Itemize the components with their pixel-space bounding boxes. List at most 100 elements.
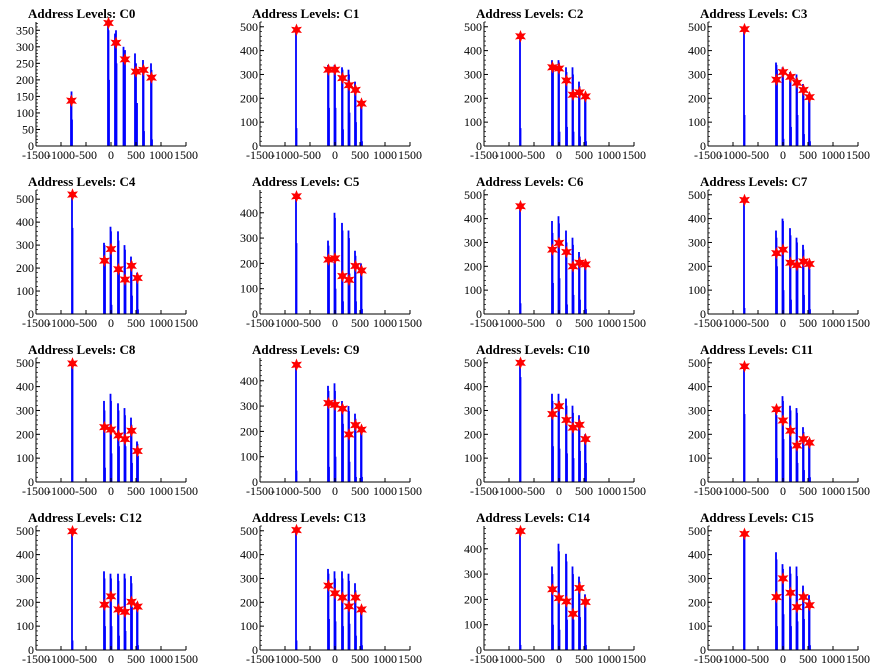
bar xyxy=(578,86,581,146)
bar xyxy=(130,261,133,314)
bar xyxy=(360,103,363,146)
x-tick-label: -1500 xyxy=(22,484,50,498)
peak-marker xyxy=(356,603,367,616)
bar xyxy=(334,456,337,482)
bar xyxy=(143,131,145,146)
bar xyxy=(348,580,350,650)
bar xyxy=(790,446,792,482)
peak-marker xyxy=(343,600,355,613)
chart-title: Address Levels: C0 xyxy=(28,6,135,21)
peak-marker xyxy=(561,595,572,608)
bar xyxy=(802,88,805,146)
peak-marker xyxy=(739,527,750,541)
x-tick-label: 1000 xyxy=(149,652,173,666)
x-tick-label: -1500 xyxy=(22,652,50,666)
peak-marker xyxy=(553,591,565,605)
peak-marker xyxy=(337,71,348,85)
peak-marker xyxy=(99,254,110,268)
peak-marker xyxy=(804,598,815,612)
peak-marker xyxy=(103,16,114,30)
x-tick-label: -1000 xyxy=(271,484,299,498)
x-tick-label: 1000 xyxy=(821,652,845,666)
bar xyxy=(117,410,120,482)
peak-marker xyxy=(798,255,809,268)
bar xyxy=(579,299,581,314)
bar xyxy=(328,107,330,146)
peak-marker xyxy=(356,97,367,110)
x-tick-label: 0 xyxy=(332,484,338,498)
peak-marker xyxy=(99,598,110,611)
bar xyxy=(124,446,127,482)
x-tick-label: -500 xyxy=(75,652,97,666)
bar xyxy=(782,69,784,146)
bar xyxy=(295,470,298,482)
y-tick-label: 300 xyxy=(16,403,34,417)
peak-marker xyxy=(804,436,815,449)
x-tick-label: 500 xyxy=(127,484,145,498)
chart-1: Address Levels: C10100200300400500-1500-… xyxy=(240,6,422,162)
bar xyxy=(137,645,139,650)
peak-marker xyxy=(791,439,803,452)
bar xyxy=(809,477,811,482)
y-tick-label: 200 xyxy=(16,261,34,275)
bar xyxy=(104,261,106,314)
x-tick-label: 1500 xyxy=(398,652,422,666)
x-tick-label: 0 xyxy=(556,148,562,162)
peak-marker xyxy=(113,429,124,442)
bar xyxy=(135,63,137,146)
y-tick-label: 100 xyxy=(240,450,258,464)
x-tick-label: 0 xyxy=(780,484,786,498)
y-tick-label: 200 xyxy=(240,424,258,438)
peak-marker xyxy=(119,273,131,286)
y-tick-label: 0 xyxy=(476,139,482,153)
bar xyxy=(124,279,127,314)
peak-marker xyxy=(777,414,789,427)
y-tick-label: 300 xyxy=(464,567,482,581)
x-tick-label: -1500 xyxy=(470,484,498,498)
y-tick-label: 400 xyxy=(240,44,258,58)
bar xyxy=(776,626,778,650)
chart-title: Address Levels: C2 xyxy=(476,6,583,21)
peak-marker xyxy=(777,243,789,256)
bar xyxy=(327,390,330,482)
y-tick-label: 400 xyxy=(464,212,482,226)
bar xyxy=(572,244,574,314)
x-tick-label: 1500 xyxy=(846,484,870,498)
peak-marker xyxy=(771,590,782,604)
chart-13: Address Levels: C13 0 100 200 300 400 500 -1500… xyxy=(240,510,422,666)
x-tick-label: -500 xyxy=(75,484,97,498)
y-tick-label: 400 xyxy=(688,212,706,226)
bar xyxy=(118,446,120,482)
bar xyxy=(295,529,297,650)
y-tick-label: 300 xyxy=(240,571,258,585)
x-tick-label: 1000 xyxy=(373,484,397,498)
bar xyxy=(110,304,113,314)
bar xyxy=(572,294,575,314)
bar xyxy=(572,131,575,146)
x-tick-label: 500 xyxy=(351,652,369,666)
x-tick-label: -1000 xyxy=(47,316,75,330)
bar xyxy=(137,455,139,482)
bar xyxy=(355,635,357,650)
bar xyxy=(341,578,344,650)
bar xyxy=(796,462,799,482)
bar xyxy=(789,410,792,482)
bar xyxy=(348,411,350,482)
x-tick-label: -500 xyxy=(747,484,769,498)
x-tick-label: 0 xyxy=(108,484,114,498)
bar xyxy=(782,439,785,482)
peak-marker xyxy=(791,600,803,614)
y-tick-label: 0 xyxy=(28,139,34,153)
x-tick-label: 0 xyxy=(108,652,114,666)
bar xyxy=(110,231,112,314)
bar xyxy=(71,119,73,146)
chart-12: Address Levels: C12 0 100 200 300 400 500 -1500… xyxy=(16,510,198,666)
peak-marker xyxy=(329,586,341,600)
y-tick-label: 400 xyxy=(688,44,706,58)
bar xyxy=(552,283,554,314)
peak-marker xyxy=(553,399,565,413)
bar xyxy=(71,227,74,314)
chart-title: Address Levels: C13 xyxy=(252,510,366,525)
x-tick-label: -1000 xyxy=(719,148,747,162)
bar xyxy=(519,206,521,314)
